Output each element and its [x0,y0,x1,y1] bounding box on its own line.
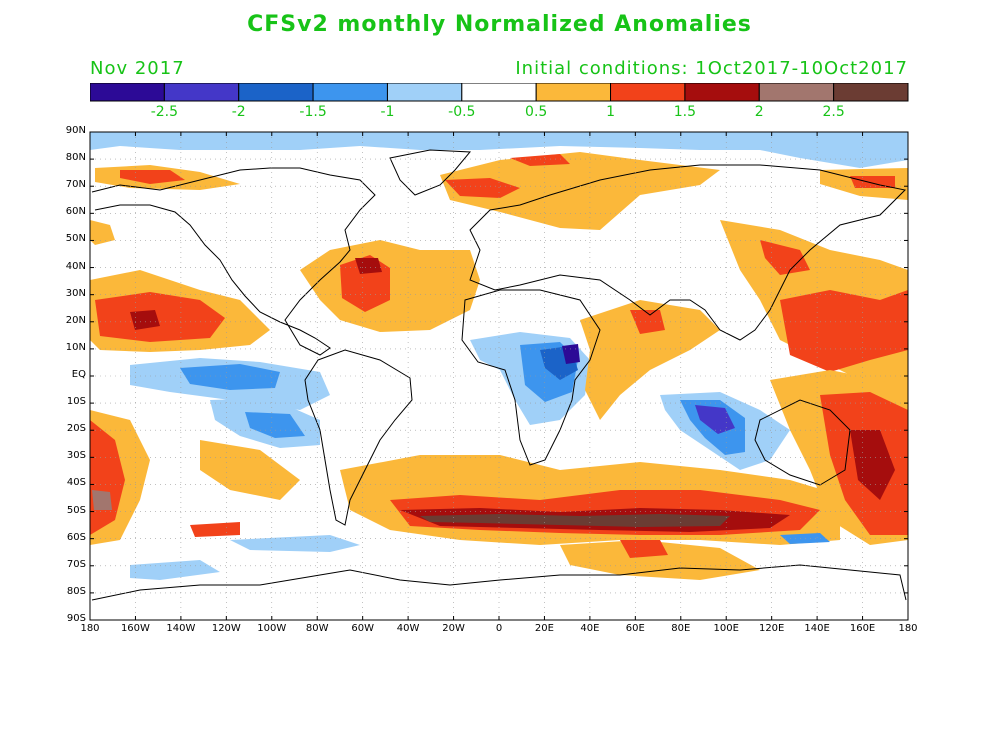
longitude-label: 80E [671,623,691,634]
coastline-south-america [304,349,413,526]
longitude-label: 180 [898,623,918,634]
colorbar-label: 0.5 [525,104,548,120]
forecast-month: Nov 2017 [90,58,185,79]
anomaly-region [760,240,810,275]
coastline-australia [754,399,851,486]
latitude-label: 80N [65,152,86,164]
anomaly-region [355,258,382,274]
longitude-label: 60W [351,623,374,634]
anomaly-region [445,178,520,198]
colorbar-label: -0.5 [448,104,476,120]
colorbar-label: -2 [231,104,246,120]
colorbar-label: 2 [754,104,764,120]
latitude-label: 60S [66,531,86,543]
colorbar-label: 2.5 [822,104,845,120]
anomaly-region [780,290,908,372]
colorbar [90,83,909,102]
longitude-label: 160W [120,623,150,634]
longitude-label: 20W [442,623,465,634]
latitude-label: 10N [65,341,86,353]
coastline-eurasia [469,164,907,341]
anomaly-region [580,300,720,420]
colorbar-label: -1 [380,104,395,120]
longitude-label: 40W [396,623,420,634]
longitude-label: 20E [534,623,554,634]
anomaly-region [130,310,160,330]
longitude-label: 160E [849,623,876,634]
latitude-label: 90N [65,125,86,136]
latitude-label: 80S [66,585,86,597]
anomaly-region [245,412,305,438]
anomaly-region [630,310,665,334]
longitude-label: 140W [166,623,196,634]
latitude-label: 90S [66,613,86,624]
anomaly-region [440,152,720,230]
latitude-label: 50S [66,504,86,516]
latitude-label: 50N [65,233,86,245]
anomaly-region [850,176,895,188]
anomaly-region [510,154,570,166]
latitude-label: 20N [65,314,86,326]
map-title: CFSv2 monthly Normalized Anomalies [247,12,752,37]
longitude-label: 100W [257,623,287,634]
longitude-label: 0 [495,623,503,634]
longitude-label: 180 [80,623,100,634]
latitude-label: 70N [65,179,86,191]
anomaly-region [92,490,112,510]
anomaly-region [420,514,730,527]
colorbar-label: -1.5 [299,104,327,120]
coastline-greenland [389,149,472,196]
longitude-label: 40E [580,623,600,634]
anomaly-region [560,540,760,580]
anomaly-region [850,430,895,500]
anomaly-region [130,560,220,580]
coastline-north-america [91,167,376,356]
latitude-label: 30N [65,287,86,299]
coastline-antarctica [91,564,907,601]
latitude-label: 70S [66,558,86,570]
latitude-label: EQ [71,369,86,380]
colorbar-label: 1 [606,104,615,120]
longitude-label: 120W [211,623,241,634]
anomaly-region [95,292,225,342]
colorbar-label: -2.5 [150,104,179,120]
anomaly-region [90,220,115,245]
longitude-label: 80W [305,623,329,634]
latitude-label: 20S [66,423,86,435]
longitude-label: 120E [758,623,785,634]
latitude-label: 40N [65,260,86,272]
colorbar-bin [833,83,909,102]
latitude-label: 10S [66,396,86,408]
latitude-label: 60N [65,206,86,218]
longitude-label: 140E [804,623,830,634]
latitude-label: 40S [66,477,86,489]
latitude-label: 30S [66,450,86,462]
anomaly-region [180,364,280,390]
anomaly-region [230,535,360,552]
initial-conditions: Initial conditions: 1Oct2017-10Oct2017 [515,58,908,79]
anomaly-region [620,540,668,558]
longitude-label: 60E [625,623,645,634]
longitude-label: 100E [713,623,739,634]
anomaly-region [120,170,185,184]
colorbar-label: 1.5 [673,104,697,120]
anomaly-region [90,132,908,168]
anomaly-region [695,405,735,434]
anomaly-region [190,522,240,537]
anomaly-region [200,440,300,500]
